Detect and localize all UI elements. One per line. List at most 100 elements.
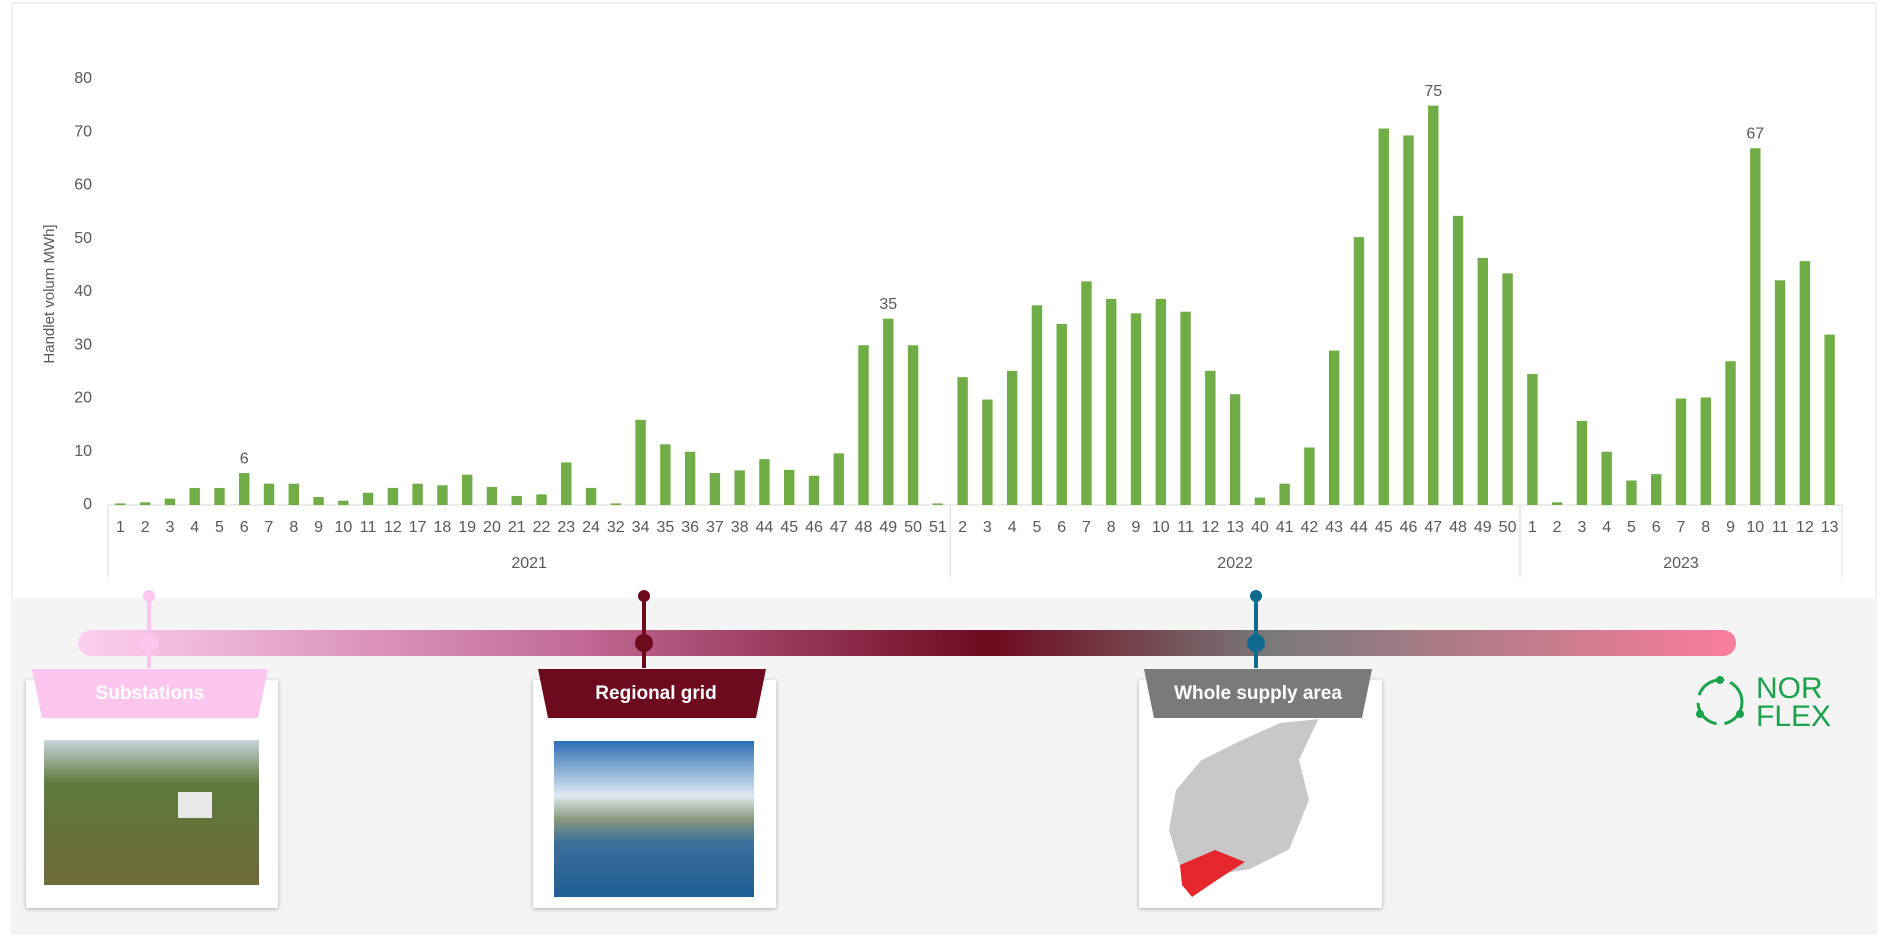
banner xyxy=(32,669,268,718)
x-tick-label: 49 xyxy=(879,519,897,536)
logo: NOR FLEX xyxy=(1696,672,1831,733)
x-tick-label: 35 xyxy=(656,519,674,536)
bar xyxy=(561,462,572,505)
x-tick-label: 7 xyxy=(1677,519,1686,536)
bar xyxy=(239,473,250,505)
bar xyxy=(610,503,622,505)
x-tick-label: 3 xyxy=(983,519,992,536)
photo-substation xyxy=(44,740,259,885)
x-tick-label: 2 xyxy=(141,519,150,536)
bar xyxy=(660,444,671,505)
bar xyxy=(833,453,844,505)
bar xyxy=(585,487,597,505)
x-tick-label: 40 xyxy=(1251,519,1269,536)
bar xyxy=(1725,361,1736,505)
bar xyxy=(1527,374,1538,505)
y-axis-label: Handlet volum MWh] xyxy=(41,224,58,363)
bar xyxy=(1477,257,1489,505)
bar xyxy=(1551,502,1563,505)
bar xyxy=(1328,350,1340,505)
bar xyxy=(139,502,151,505)
bar xyxy=(1254,497,1266,505)
x-tick-label: 51 xyxy=(929,519,947,536)
x-tick-label: 22 xyxy=(533,519,551,536)
bar xyxy=(709,473,721,505)
bar xyxy=(412,483,423,505)
data-label: 75 xyxy=(1424,83,1442,100)
x-tick-label: 4 xyxy=(1602,519,1611,536)
bar xyxy=(808,475,820,505)
stage-label: Regional grid xyxy=(595,683,716,704)
bar xyxy=(1056,323,1067,505)
y-tick-label: 40 xyxy=(74,283,92,300)
bar xyxy=(1502,273,1513,505)
bar xyxy=(115,503,126,505)
x-tick-label: 1 xyxy=(1528,519,1537,536)
bar xyxy=(1155,298,1166,505)
x-tick-label: 32 xyxy=(607,519,625,536)
x-tick-label: 43 xyxy=(1325,519,1343,536)
x-tick-label: 13 xyxy=(1226,519,1244,536)
photo-city xyxy=(554,741,754,897)
bar xyxy=(1403,135,1414,505)
logo-text: FLEX xyxy=(1756,700,1831,733)
x-tick-label: 50 xyxy=(904,519,922,536)
x-tick-label: 12 xyxy=(1201,519,1219,536)
x-tick-label: 4 xyxy=(1008,519,1017,536)
x-tick-label: 48 xyxy=(1449,519,1467,536)
logo-text: NOR xyxy=(1756,672,1823,705)
y-tick-label: 50 xyxy=(74,230,92,247)
x-tick-label: 9 xyxy=(1726,519,1735,536)
x-tick-label: 45 xyxy=(1375,519,1393,536)
x-tick-label: 47 xyxy=(1424,519,1442,536)
bar xyxy=(362,492,374,505)
x-tick-label: 3 xyxy=(165,519,174,536)
x-tick-label: 1 xyxy=(116,519,125,536)
x-tick-label: 6 xyxy=(1057,519,1066,536)
group-label: 2022 xyxy=(1217,555,1253,572)
bar xyxy=(858,345,869,505)
x-tick-label: 8 xyxy=(289,519,298,536)
bar xyxy=(1799,261,1811,505)
x-tick-label: 47 xyxy=(830,519,848,536)
bar xyxy=(1304,447,1315,505)
x-tick-label: 42 xyxy=(1301,519,1319,536)
x-tick-label: 7 xyxy=(1082,519,1091,536)
x-tick-label: 23 xyxy=(557,519,575,536)
bar xyxy=(486,486,498,505)
bar xyxy=(932,503,944,505)
bar xyxy=(536,494,547,505)
bar xyxy=(1378,128,1389,505)
y-tick-label: 10 xyxy=(74,443,92,460)
x-tick-label: 13 xyxy=(1821,519,1839,536)
bar xyxy=(1452,215,1464,506)
x-tick-label: 50 xyxy=(1499,519,1517,536)
x-tick-label: 37 xyxy=(706,519,724,536)
timeline-pin xyxy=(635,590,653,668)
banner xyxy=(1144,669,1372,718)
map-region xyxy=(1180,850,1245,897)
bar xyxy=(759,459,770,505)
bar xyxy=(313,497,324,505)
x-tick-label: 24 xyxy=(582,519,600,536)
y-tick-label: 70 xyxy=(74,123,92,140)
x-tick-label: 3 xyxy=(1577,519,1586,536)
bar xyxy=(957,377,968,505)
bar xyxy=(1229,394,1241,505)
bar xyxy=(511,495,522,505)
bar xyxy=(1279,483,1290,505)
y-tick-label: 20 xyxy=(74,390,92,407)
x-tick-label: 7 xyxy=(265,519,274,536)
bar xyxy=(635,419,646,505)
bar xyxy=(1353,237,1365,505)
bar xyxy=(1576,420,1588,505)
bar xyxy=(189,487,200,505)
x-tick-label: 11 xyxy=(1772,519,1789,536)
bar xyxy=(883,318,894,505)
x-tick-label: 5 xyxy=(1627,519,1636,536)
x-tick-label: 5 xyxy=(1032,519,1041,536)
bar xyxy=(1031,305,1043,505)
x-tick-label: 10 xyxy=(334,519,352,536)
